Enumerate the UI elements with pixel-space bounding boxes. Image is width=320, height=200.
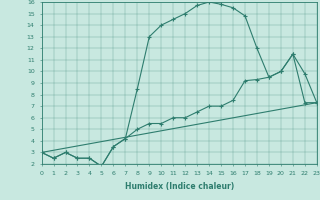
X-axis label: Humidex (Indice chaleur): Humidex (Indice chaleur): [124, 182, 234, 191]
